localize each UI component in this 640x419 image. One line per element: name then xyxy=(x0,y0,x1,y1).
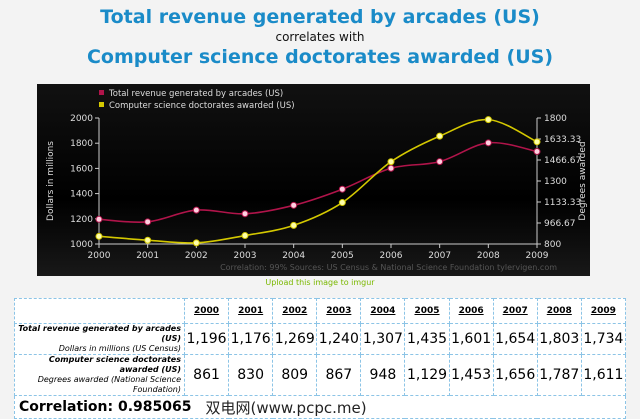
year-header: 2008 xyxy=(536,298,582,324)
y-tick-label: 1400 xyxy=(70,190,93,200)
y2-tick-label: 1133.33 xyxy=(544,198,581,208)
legend-swatch xyxy=(99,90,104,95)
year-header: 2005 xyxy=(404,298,450,324)
year-header: 2002 xyxy=(272,298,318,324)
table-cell: 1,176 xyxy=(228,323,274,355)
series-line xyxy=(98,141,538,223)
data-point xyxy=(192,206,200,214)
corner-cell xyxy=(14,298,185,324)
table-cell: 1,611 xyxy=(580,354,627,396)
x-tick-label: 2000 xyxy=(88,251,111,261)
y2-tick-label: 1800 xyxy=(544,114,567,124)
data-point xyxy=(338,199,346,207)
table-cell: 1,656 xyxy=(492,354,538,396)
table-cell: 809 xyxy=(272,354,318,396)
y-tick-label: 1600 xyxy=(70,164,93,174)
table-cell: 1,654 xyxy=(492,323,538,355)
x-tick-label: 2008 xyxy=(477,251,500,261)
row-subtitle: Degrees awarded (National Science Founda… xyxy=(37,375,181,394)
legend-label: Computer science doctorates awarded (US) xyxy=(109,101,295,111)
y-axis-label: Dollars in millions xyxy=(46,141,56,221)
table-cell: 1,803 xyxy=(536,323,582,355)
y2-tick-label: 1466.67 xyxy=(544,156,581,166)
data-point xyxy=(338,185,346,193)
row-title: Total revenue generated by arcades (US) xyxy=(18,324,181,343)
data-point xyxy=(241,232,249,240)
year-header: 2009 xyxy=(580,298,627,324)
data-point xyxy=(192,239,200,247)
chart-svg: 1000 1200 1400 1600 1800 2000 800 966.67 1133.33… xyxy=(46,89,588,272)
year-header: 2000 xyxy=(183,298,230,324)
table-cell: 1,435 xyxy=(404,323,450,355)
table-cell: 1,453 xyxy=(448,354,494,396)
data-point xyxy=(484,116,492,124)
x-tick-label: 2002 xyxy=(185,251,208,261)
x-tick-label: 2006 xyxy=(380,251,403,261)
y-tick-label: 1200 xyxy=(70,215,93,225)
series-line xyxy=(98,118,538,244)
data-point xyxy=(144,236,152,244)
title-line3: Computer science doctorates awarded (US) xyxy=(86,46,554,68)
row-label: Total revenue generated by arcades (US) D… xyxy=(14,323,185,355)
y2-tick-label: 1300 xyxy=(544,177,567,187)
data-point xyxy=(533,148,541,156)
data-point xyxy=(436,158,444,166)
data-point xyxy=(387,164,395,172)
x-tick-label: 2005 xyxy=(331,251,354,261)
table-cell: 1,601 xyxy=(448,323,494,355)
chart-footer: Correlation: 99% Sources: US Census & Na… xyxy=(220,263,557,272)
x-tick-label: 2001 xyxy=(136,251,159,261)
table-cell: 1,196 xyxy=(183,323,230,355)
y2-tick-label: 800 xyxy=(544,240,561,250)
table-cell: 867 xyxy=(316,354,362,396)
data-point xyxy=(95,232,103,240)
year-header: 2001 xyxy=(228,298,274,324)
x-tick-label: 2007 xyxy=(428,251,451,261)
data-point xyxy=(144,218,152,226)
y2-axis-label: Degrees awarded xyxy=(578,141,588,220)
table-cell: 1,307 xyxy=(360,323,406,355)
data-point xyxy=(241,210,249,218)
data-point xyxy=(436,132,444,140)
y2-tick-label: 966.67 xyxy=(544,219,576,229)
data-table: 2000 2001 2002 2003 2004 2005 2006 2007 2008 2009… xyxy=(14,298,627,419)
data-point xyxy=(387,158,395,166)
table-cell: 1,240 xyxy=(316,323,362,355)
data-point xyxy=(533,138,541,146)
x-tick-label: 2004 xyxy=(282,251,305,261)
title-line1: Total revenue generated by arcades (US) xyxy=(100,6,540,28)
correlation-row: Correlation: 0.985065 双电网(www.pcpc.me) xyxy=(15,396,626,419)
legend-label: Total revenue generated by arcades (US) xyxy=(108,89,283,99)
year-header: 2004 xyxy=(360,298,406,324)
y-tick-label: 1800 xyxy=(70,139,93,149)
y-tick-label: 2000 xyxy=(70,114,93,124)
table-cell: 1,787 xyxy=(536,354,582,396)
table-cell: 1,734 xyxy=(580,323,627,355)
chart: 1000 1200 1400 1600 1800 2000 800 966.67 1133.33… xyxy=(37,84,590,276)
year-header: 2007 xyxy=(492,298,538,324)
x-tick-label: 2003 xyxy=(234,251,257,261)
data-point xyxy=(95,215,103,223)
x-tick-label: 2009 xyxy=(526,251,549,261)
data-point xyxy=(290,201,298,209)
watermark: 双电网(www.pcpc.me) xyxy=(205,398,367,417)
table-cell: 948 xyxy=(360,354,406,396)
upload-link[interactable]: Upload this image to imgur xyxy=(265,278,375,287)
table-cell: 1,129 xyxy=(404,354,450,396)
table-cell: 1,269 xyxy=(272,323,318,355)
correlation: Correlation: 0.985065 xyxy=(19,399,192,415)
data-point xyxy=(290,221,298,229)
data-point xyxy=(484,139,492,147)
table-cell: 830 xyxy=(228,354,274,396)
legend-swatch xyxy=(99,102,104,107)
row-label: Computer science doctorates awarded (US)… xyxy=(14,354,185,396)
row-title: Computer science doctorates awarded (US) xyxy=(48,355,181,374)
y2-tick-label: 1633.33 xyxy=(544,135,581,145)
row-subtitle: Dollars in millions (US Census) xyxy=(58,344,181,353)
table-cell: 861 xyxy=(183,354,230,396)
year-header: 2006 xyxy=(448,298,494,324)
title-line2: correlates with xyxy=(275,30,365,44)
year-header: 2003 xyxy=(316,298,362,324)
y-tick-label: 1000 xyxy=(70,240,93,250)
